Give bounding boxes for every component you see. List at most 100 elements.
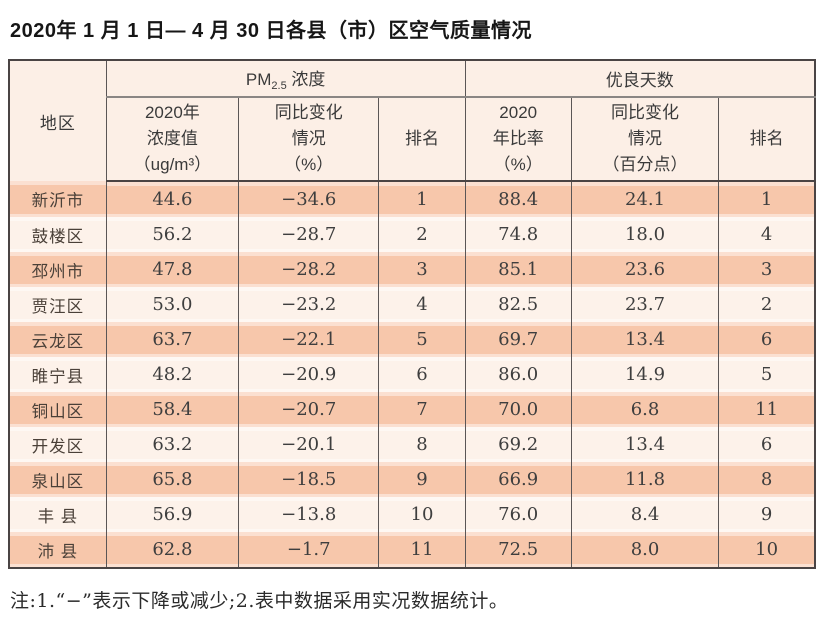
cell-pm-change: −20.9 xyxy=(238,357,380,392)
cell-pm-value: 56.9 xyxy=(105,497,240,532)
cell-days-rate: 76.0 xyxy=(464,497,572,532)
cell-days-change: 13.4 xyxy=(570,427,720,462)
air-quality-table: 地区 PM2.5 浓度 优良天数 2020年 浓度值 （ug/m³） 同比变化 … xyxy=(8,59,816,569)
cell-days-rate: 70.0 xyxy=(464,392,572,427)
pm25-subscript: 2.5 xyxy=(271,80,287,92)
col-header-days-change: 同比变化 情况 （百分点） xyxy=(570,97,720,182)
cell-pm-rank: 7 xyxy=(378,392,466,427)
col-header-pm-value: 2020年 浓度值 （ug/m³） xyxy=(105,97,240,182)
cell-pm-change: −28.7 xyxy=(238,217,380,252)
cell-pm-value: 53.0 xyxy=(105,287,240,322)
cell-pm-rank: 2 xyxy=(378,217,466,252)
cell-days-rate: 69.2 xyxy=(464,427,572,462)
table-body: 新沂市 44.6 −34.6 1 88.4 24.1 1 鼓楼区 56.2 −2… xyxy=(8,181,816,568)
cell-pm-value: 56.2 xyxy=(105,217,240,252)
table-row: 云龙区 63.7 −22.1 5 69.7 13.4 6 xyxy=(8,322,816,357)
table-row: 新沂市 44.6 −34.6 1 88.4 24.1 1 xyxy=(8,181,816,217)
cell-pm-rank: 9 xyxy=(378,462,466,497)
cell-pm-rank: 4 xyxy=(378,287,466,322)
cell-days-change: 13.4 xyxy=(570,322,720,357)
cell-days-rank: 3 xyxy=(718,252,816,287)
cell-pm-value: 44.6 xyxy=(105,181,240,217)
cell-days-rate: 85.1 xyxy=(464,252,572,287)
col-header-days-rank: 排名 xyxy=(718,97,816,182)
cell-days-rank: 9 xyxy=(718,497,816,532)
cell-days-rank: 2 xyxy=(718,287,816,322)
cell-days-rate: 86.0 xyxy=(464,357,572,392)
cell-pm-value: 48.2 xyxy=(105,357,240,392)
cell-pm-value: 63.7 xyxy=(105,322,240,357)
cell-pm-rank: 1 xyxy=(378,181,466,217)
cell-days-rate: 82.5 xyxy=(464,287,572,322)
cell-pm-change: −13.8 xyxy=(238,497,380,532)
cell-days-rate: 72.5 xyxy=(464,532,572,568)
footnote: 注:1.“−”表示下降或减少;2.表中数据采用实况数据统计。 xyxy=(10,590,509,612)
col-header-region: 地区 xyxy=(8,60,107,181)
cell-region: 新沂市 xyxy=(8,181,107,217)
header-sub-row: 2020年 浓度值 （ug/m³） 同比变化 情况 （%） 排名 2020 年比… xyxy=(9,97,816,182)
cell-pm-change: −22.1 xyxy=(238,322,380,357)
cell-days-change: 18.0 xyxy=(570,217,720,252)
cell-days-rank: 8 xyxy=(718,462,816,497)
cell-days-rank: 5 xyxy=(718,357,816,392)
cell-region: 丰 县 xyxy=(8,497,107,532)
cell-days-rank: 6 xyxy=(718,427,816,462)
table-header: 地区 PM2.5 浓度 优良天数 2020年 浓度值 （ug/m³） 同比变化 … xyxy=(8,60,816,182)
cell-region: 开发区 xyxy=(8,427,107,462)
cell-region: 贾汪区 xyxy=(8,287,107,322)
cell-pm-rank: 8 xyxy=(378,427,466,462)
cell-region: 铜山区 xyxy=(8,392,107,427)
cell-days-change: 6.8 xyxy=(570,392,720,427)
pm25-prefix: PM xyxy=(245,70,272,89)
cell-days-rate: 88.4 xyxy=(464,181,572,217)
cell-region: 邳州市 xyxy=(8,252,107,287)
page-title: 2020年 1 月 1 日— 4 月 30 日各县（市）区空气质量情况 xyxy=(10,20,533,42)
col-header-days-rate: 2020 年比率 （%） xyxy=(464,97,572,182)
cell-pm-change: −20.1 xyxy=(238,427,380,462)
cell-days-change: 24.1 xyxy=(570,181,720,217)
col-group-good-days: 优良天数 xyxy=(464,60,816,98)
cell-pm-value: 62.8 xyxy=(105,532,240,568)
table-row: 贾汪区 53.0 −23.2 4 82.5 23.7 2 xyxy=(8,287,816,322)
cell-pm-value: 58.4 xyxy=(105,392,240,427)
cell-region: 鼓楼区 xyxy=(8,217,107,252)
cell-region: 泉山区 xyxy=(8,462,107,497)
table-row: 邳州市 47.8 −28.2 3 85.1 23.6 3 xyxy=(8,252,816,287)
table-row: 沛 县 62.8 −1.7 11 72.5 8.0 10 xyxy=(8,532,816,568)
table-row: 鼓楼区 56.2 −28.7 2 74.8 18.0 4 xyxy=(8,217,816,252)
cell-pm-rank: 5 xyxy=(378,322,466,357)
table-row: 睢宁县 48.2 −20.9 6 86.0 14.9 5 xyxy=(8,357,816,392)
cell-days-change: 23.6 xyxy=(570,252,720,287)
table-row: 泉山区 65.8 −18.5 9 66.9 11.8 8 xyxy=(8,462,816,497)
cell-days-change: 11.8 xyxy=(570,462,720,497)
cell-days-rank: 11 xyxy=(718,392,816,427)
cell-days-rate: 74.8 xyxy=(464,217,572,252)
cell-days-rank: 10 xyxy=(718,532,816,568)
cell-days-change: 23.7 xyxy=(570,287,720,322)
cell-pm-change: −23.2 xyxy=(238,287,380,322)
col-header-pm-change: 同比变化 情况 （%） xyxy=(238,97,380,182)
cell-region: 睢宁县 xyxy=(8,357,107,392)
header-group-row: 地区 PM2.5 浓度 优良天数 xyxy=(8,60,816,181)
cell-pm-value: 63.2 xyxy=(105,427,240,462)
col-group-pm25: PM2.5 浓度 xyxy=(105,60,466,98)
cell-days-rate: 69.7 xyxy=(464,322,572,357)
cell-pm-change: −1.7 xyxy=(238,532,380,568)
cell-pm-rank: 3 xyxy=(378,252,466,287)
cell-days-rank: 6 xyxy=(718,322,816,357)
pm25-suffix: 浓度 xyxy=(286,70,326,89)
cell-pm-change: −18.5 xyxy=(238,462,380,497)
cell-days-change: 14.9 xyxy=(570,357,720,392)
cell-pm-value: 47.8 xyxy=(105,252,240,287)
cell-days-rank: 4 xyxy=(718,217,816,252)
cell-days-change: 8.0 xyxy=(570,532,720,568)
cell-pm-rank: 11 xyxy=(378,532,466,568)
table-row: 铜山区 58.4 −20.7 7 70.0 6.8 11 xyxy=(8,392,816,427)
cell-pm-rank: 10 xyxy=(378,497,466,532)
cell-pm-change: −20.7 xyxy=(238,392,380,427)
cell-pm-change: −34.6 xyxy=(238,181,380,217)
cell-pm-rank: 6 xyxy=(378,357,466,392)
cell-region: 云龙区 xyxy=(8,322,107,357)
col-header-pm-rank: 排名 xyxy=(378,97,466,182)
